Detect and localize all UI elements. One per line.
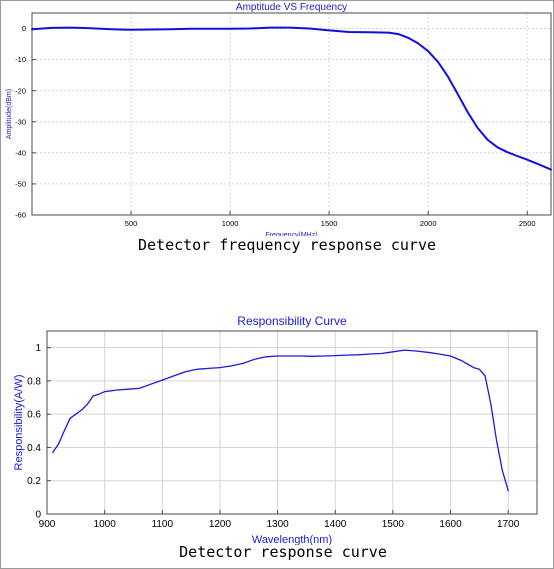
resp-title: Responsibility Curve — [237, 314, 347, 328]
resp-x-tick-label: 1100 — [152, 519, 174, 530]
resp-x-tick-label: 1000 — [94, 519, 117, 530]
frequency-response-chart: 500 1000 1500 2000 2500 0 -10 -20 -30 -40 -50 -60 Am… — [6, 2, 552, 236]
freq-y-tick-label: -10 — [15, 55, 26, 64]
resp-series-line-0 — [52, 349, 509, 492]
freq-y-tick-label: 0 — [22, 24, 26, 33]
freq-x-tick-label: 2000 — [420, 219, 437, 228]
freq-y-tick-label: -30 — [15, 117, 26, 126]
responsibility-panel: 900 1000 1100 1200 1300 1400 1500 1600 1700 0 0.2 0… — [0, 300, 554, 569]
resp-x-tick-label: 1700 — [497, 519, 520, 530]
freq-series-line-0 — [31, 26, 552, 171]
resp-axes-box — [46, 330, 538, 515]
resp-x-tick-label: 900 — [39, 519, 56, 530]
freq-x-axis-label: Frequency(MHz) — [265, 232, 317, 236]
frequency-response-panel: 500 1000 1500 2000 2500 0 -10 -20 -30 -40 -50 -60 Am… — [0, 0, 554, 260]
freq-title: Amptitude VS Frequency — [236, 2, 347, 13]
freq-plot-area — [32, 13, 551, 215]
resp-y-tick-label: 0.8 — [27, 376, 41, 387]
resp-y-axis-label: Responsibility(A/W) — [13, 375, 25, 471]
resp-x-tick-label: 1600 — [439, 519, 462, 530]
resp-y-tick-label: 0.6 — [27, 410, 41, 421]
resp-x-axis-label: Wavelength(nm) — [252, 534, 332, 545]
resp-x-tick-label: 1200 — [209, 519, 232, 530]
resp-y-tick-label: 0.2 — [27, 476, 41, 487]
freq-x-tick-label: 2500 — [519, 219, 536, 228]
resp-x-tick-label: 1500 — [382, 519, 405, 530]
resp-x-tick-label: 1400 — [324, 519, 347, 530]
resp-y-tick-label: 0 — [35, 510, 41, 521]
resp-x-tick-label: 1300 — [266, 519, 289, 530]
resp-plot-area — [47, 331, 537, 514]
resp-y-tick-label: 0.4 — [27, 443, 41, 454]
freq-y-tick-label: -60 — [15, 211, 26, 220]
resp-y-tick-label: 1 — [35, 343, 41, 354]
frequency-response-caption: Detector frequency response curve — [137, 236, 436, 254]
freq-y-axis-label: Amplitude(dBm) — [6, 89, 13, 139]
responsibility-chart: 900 1000 1100 1200 1300 1400 1500 1600 1700 0 0.2 0… — [13, 314, 538, 545]
responsibility-caption: Detector response curve — [179, 543, 387, 561]
freq-y-tick-label: -50 — [15, 180, 26, 189]
freq-x-tick-label: 1500 — [321, 219, 338, 228]
freq-y-tick-label: -40 — [15, 148, 26, 157]
freq-axes-box — [31, 12, 552, 216]
freq-y-tick-label: -20 — [15, 86, 26, 95]
freq-x-tick-label: 1000 — [222, 219, 239, 228]
freq-x-tick-label: 500 — [125, 219, 138, 228]
